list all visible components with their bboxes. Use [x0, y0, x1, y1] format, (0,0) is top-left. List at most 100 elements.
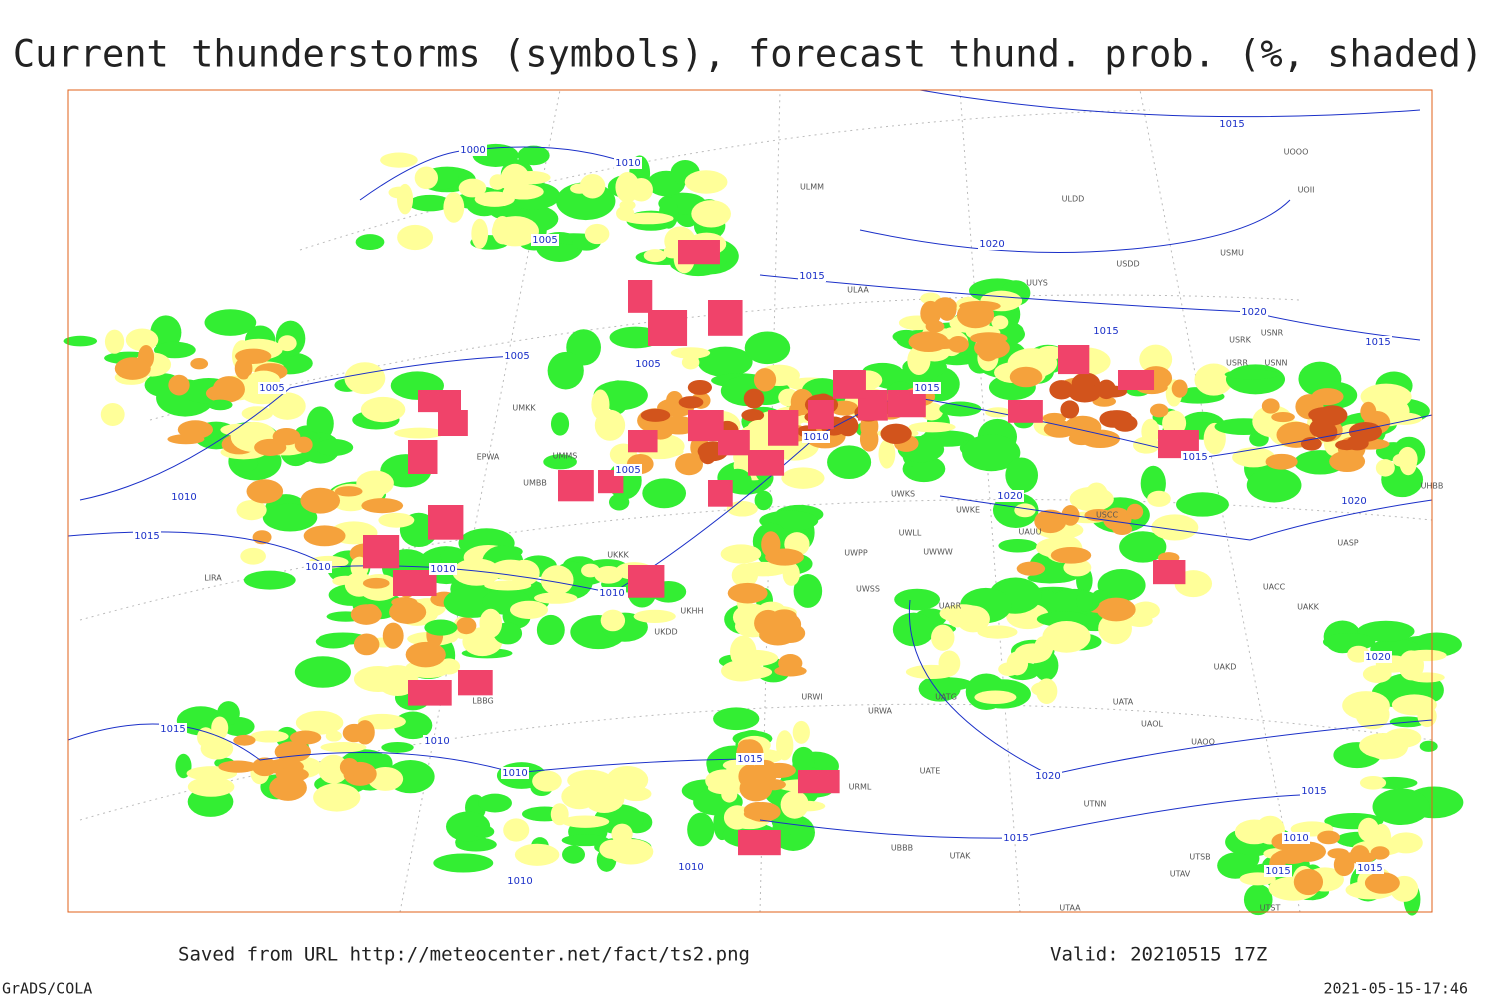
isobar-label-box [736, 753, 764, 765]
station-label: UUYS [1026, 279, 1048, 288]
shading-1 [197, 727, 215, 748]
shading-2 [753, 368, 777, 392]
shading-2 [1043, 420, 1076, 438]
shading-2 [355, 720, 375, 745]
thunderstorm-symbol [628, 280, 653, 313]
shading-0 [294, 656, 351, 688]
thunderstorm-symbol [408, 440, 438, 475]
shading-1 [1042, 620, 1091, 653]
shading-2 [190, 358, 209, 370]
isobar-label-box [1300, 785, 1328, 797]
shading-0 [687, 812, 715, 847]
shading-3 [741, 409, 765, 422]
valid-text: Valid: 20210515 17Z [1050, 944, 1267, 966]
shading-1 [320, 742, 367, 753]
isobar-label-box [798, 270, 826, 282]
shading-1 [414, 166, 439, 190]
thunderstorm-symbol [363, 535, 400, 569]
station-label: USCC [1096, 511, 1119, 520]
station-label: USMU [1220, 249, 1244, 258]
shading-1 [353, 665, 403, 692]
shading-1 [479, 608, 503, 638]
isobar-label-box [1356, 862, 1384, 874]
shading-1 [908, 421, 956, 433]
isobar-label: 1005 [504, 351, 529, 362]
shading-1 [726, 501, 758, 517]
shading-1 [775, 730, 794, 761]
shading-1 [1069, 486, 1114, 512]
thunderstorm-symbol [418, 390, 462, 413]
shading-2 [977, 338, 1000, 362]
shading-0 [381, 741, 414, 753]
shading-1 [720, 544, 762, 564]
shading-3 [1060, 400, 1080, 419]
thunderstorm-symbol [628, 565, 665, 598]
shading-2 [737, 739, 756, 754]
isobar-label: 1015 [1301, 786, 1326, 797]
isobar [908, 599, 1433, 776]
isobar-label: 1010 [305, 562, 330, 573]
shading-3 [678, 396, 704, 409]
shading-1 [360, 396, 406, 423]
isobar-label-box [459, 144, 487, 156]
thunderstorm-symbol [708, 480, 733, 507]
isobar-label-box [1364, 336, 1392, 348]
graticule-line [759, 89, 781, 913]
station-label: UAKD [1214, 663, 1237, 672]
shading-1 [583, 783, 625, 814]
shading-0 [1224, 369, 1279, 380]
thunderstorm-symbol [1118, 370, 1155, 391]
shading-3 [837, 415, 859, 437]
station-label: UMKK [512, 404, 536, 413]
shading-0 [1372, 788, 1430, 826]
isobar-label: 1010 [171, 492, 196, 503]
shading-2 [1360, 401, 1377, 422]
timestamp-text: 2021-05-15-17:46 [1324, 980, 1469, 998]
shading-1 [1014, 643, 1052, 664]
shading-0 [920, 677, 973, 691]
shading-1 [1375, 736, 1408, 759]
shading-1 [920, 402, 944, 421]
station-label: LBBG [472, 697, 494, 706]
shading-2 [1112, 522, 1133, 535]
shading-0 [1243, 884, 1273, 916]
shading-1 [579, 174, 606, 199]
isobar-label-box [304, 561, 332, 573]
station-label: UTSB [1189, 853, 1210, 862]
shading-0 [998, 538, 1038, 553]
shading-1 [1386, 412, 1423, 425]
shading-1 [295, 710, 344, 735]
shading-2 [738, 764, 762, 789]
thunderstorm-symbol [1058, 345, 1090, 375]
thunderstorm-symbol [648, 310, 688, 346]
isobar-label-box [429, 563, 457, 575]
shading-1 [211, 716, 229, 740]
shading-1 [1234, 819, 1274, 845]
shading-1 [443, 192, 465, 223]
shading-0 [1176, 492, 1229, 517]
isobar-label: 1005 [259, 383, 284, 394]
isobar-label: 1005 [615, 465, 640, 476]
thunderstorm-symbol [678, 240, 720, 265]
isobar-label-box [1364, 651, 1392, 663]
shading-1 [615, 171, 640, 203]
shading-1 [187, 776, 235, 797]
shading-2 [167, 434, 205, 445]
shading-2 [1016, 561, 1046, 576]
station-label: UACC [1263, 583, 1286, 592]
shading-2 [339, 757, 359, 777]
isobar-label-box [503, 350, 531, 362]
shading-0 [659, 197, 679, 229]
shading-0 [827, 445, 872, 480]
shading-0 [408, 194, 452, 212]
isobar-label-box [506, 875, 534, 887]
isobar-label-box [1002, 832, 1030, 844]
isobar-label: 1020 [997, 491, 1022, 502]
shading-2 [727, 582, 768, 604]
shading-2 [1092, 396, 1117, 407]
shading-1 [1355, 699, 1390, 730]
isobar-label-box [634, 358, 662, 370]
station-label: UMMS [553, 452, 578, 461]
isobar-label-box [996, 490, 1024, 502]
shading-2 [1080, 429, 1121, 449]
